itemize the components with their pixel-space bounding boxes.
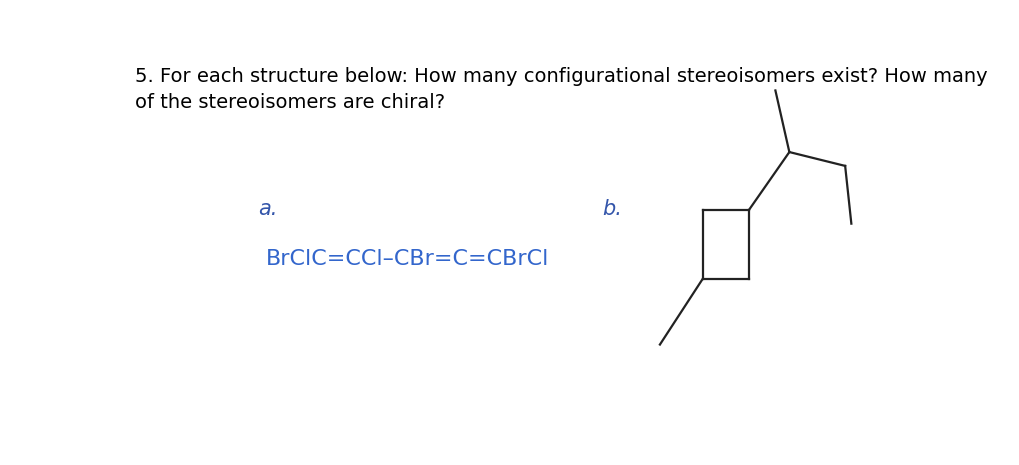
Text: 5. For each structure below: How many configurational stereoisomers exist? How m: 5. For each structure below: How many co… (136, 66, 987, 112)
Text: BrClC=CCl–CBr=C=CBrCl: BrClC=CCl–CBr=C=CBrCl (266, 249, 548, 269)
Text: b.: b. (601, 199, 621, 219)
Text: a.: a. (258, 199, 277, 219)
